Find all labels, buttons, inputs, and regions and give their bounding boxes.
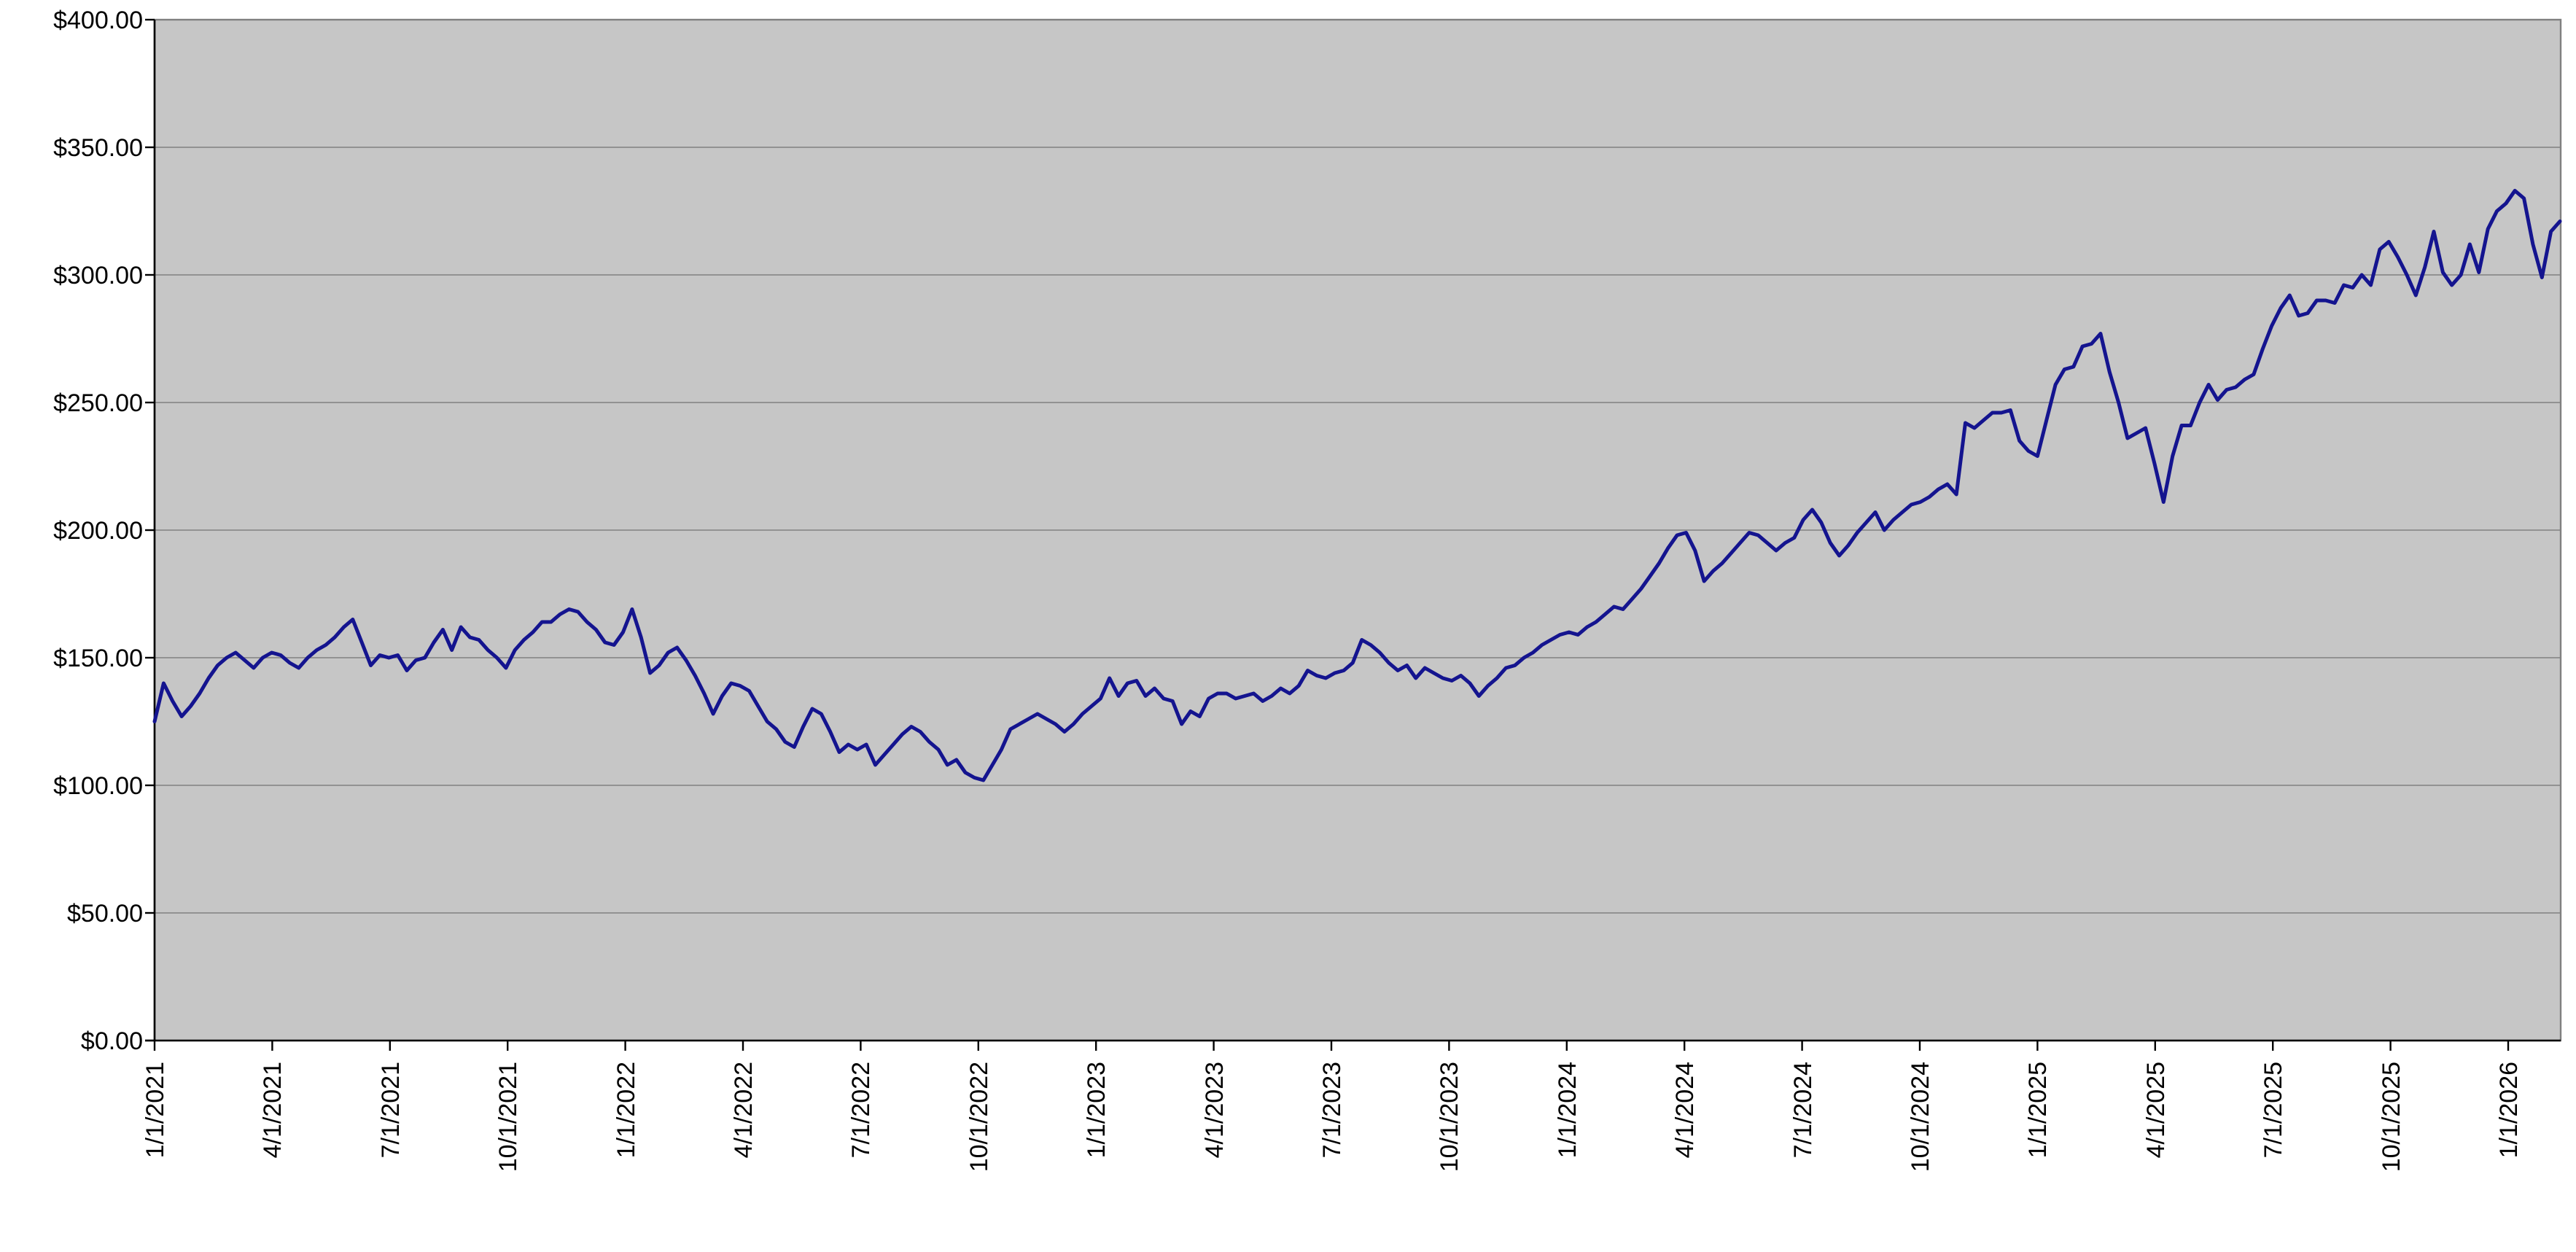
x-tick-label: 1/1/2024 xyxy=(1554,1062,1581,1158)
x-tick-label: 7/1/2022 xyxy=(847,1062,875,1158)
x-tick-label: 4/1/2021 xyxy=(259,1062,287,1158)
x-tick-label: 10/1/2021 xyxy=(494,1062,522,1172)
y-tick-label: $200.00 xyxy=(53,517,143,545)
y-tick-label: $50.00 xyxy=(67,900,143,928)
y-tick-label: $150.00 xyxy=(53,645,143,672)
x-tick-label: 7/1/2025 xyxy=(2260,1062,2287,1158)
y-tick-label: $0.00 xyxy=(81,1027,143,1055)
x-tick-label: 7/1/2024 xyxy=(1789,1062,1817,1158)
price-line xyxy=(152,189,2562,782)
x-tick-label: 1/1/2023 xyxy=(1083,1062,1110,1158)
x-tick-label: 10/1/2024 xyxy=(1907,1062,1934,1172)
x-tick-label: 1/1/2022 xyxy=(612,1062,640,1158)
x-tick-label: 1/1/2021 xyxy=(141,1062,169,1158)
x-tick-label: 4/1/2023 xyxy=(1201,1062,1229,1158)
x-tick-label: 4/1/2025 xyxy=(2142,1062,2170,1158)
x-tick-label: 10/1/2023 xyxy=(1436,1062,1463,1172)
x-tick-label: 7/1/2021 xyxy=(377,1062,405,1158)
y-tick-label: $100.00 xyxy=(53,772,143,800)
x-tick-label: 10/1/2022 xyxy=(965,1062,993,1172)
x-tick-label: 1/1/2025 xyxy=(2024,1062,2052,1158)
x-tick-label: 4/1/2022 xyxy=(730,1062,758,1158)
x-tick-label: 1/1/2026 xyxy=(2495,1062,2523,1158)
y-tick-label: $350.00 xyxy=(53,134,143,162)
y-tick-label: $400.00 xyxy=(53,7,143,34)
y-tick-label: $250.00 xyxy=(53,389,143,417)
y-tick-label: $300.00 xyxy=(53,262,143,289)
plot-area xyxy=(145,18,2562,1051)
x-axis-labels: 1/1/2021 4/1/2021 7/1/2021 10/1/2021 1/1… xyxy=(141,1062,2523,1172)
x-tick-label: 10/1/2025 xyxy=(2378,1062,2405,1172)
x-tick-label: 4/1/2024 xyxy=(1671,1062,1699,1158)
x-tick-label: 7/1/2023 xyxy=(1318,1062,1346,1158)
y-axis-labels: $400.00 $350.00 $300.00 $250.00 $200.00 … xyxy=(53,7,143,1055)
